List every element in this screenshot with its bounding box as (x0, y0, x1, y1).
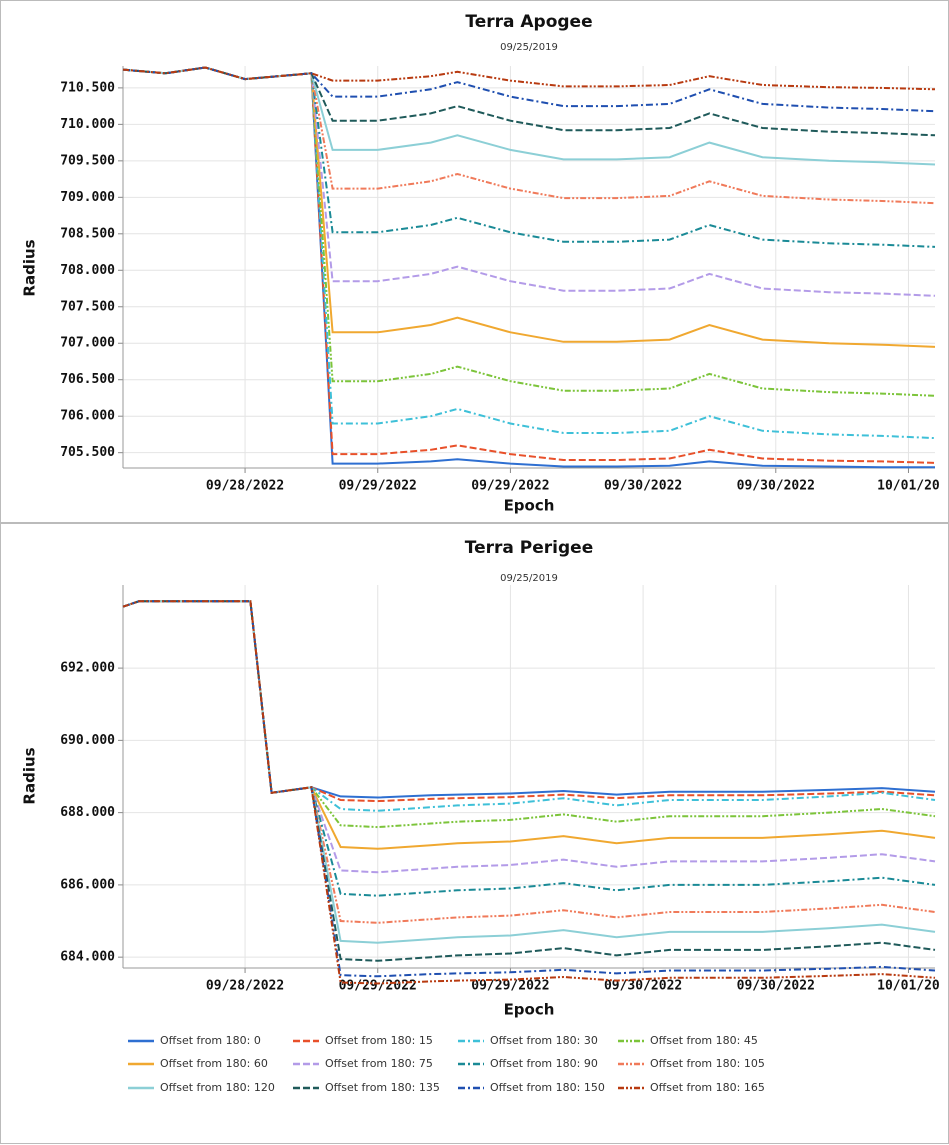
legend-label: Offset from 180: 120 (160, 1081, 275, 1094)
x-tick-label: 09/29/2022 (471, 479, 549, 494)
series-line (122, 66, 936, 248)
chart-subtitle: 09/25/2019 (500, 573, 558, 584)
legend-label: Offset from 180: 165 (650, 1081, 765, 1094)
x-tick-label: 09/29/2022 (339, 979, 417, 994)
chart-title: Terra Perigee (465, 538, 593, 558)
series-line (122, 66, 936, 464)
y-axis-label: Radius (21, 747, 39, 804)
y-tick-label: 705.500 (60, 445, 115, 460)
x-tick-label: 09/30/2022 (737, 979, 815, 994)
x-tick-label: 09/28/2022 (206, 479, 284, 494)
legend-label: Offset from 180: 30 (490, 1034, 598, 1047)
series-line (122, 600, 936, 985)
series-line (122, 600, 936, 812)
x-tick-label: 10/01/20 (877, 479, 940, 494)
series-line (122, 66, 936, 137)
legend-label: Offset from 180: 60 (160, 1057, 268, 1070)
x-tick-label: 09/30/2022 (604, 979, 682, 994)
y-tick-label: 690.000 (60, 733, 115, 748)
series-line (122, 600, 936, 897)
x-axis-label: Epoch (504, 1001, 555, 1019)
y-tick-label: 710.000 (60, 117, 115, 132)
legend-label: Offset from 180: 105 (650, 1057, 765, 1070)
y-tick-label: 692.000 (60, 661, 115, 676)
legend-label: Offset from 180: 0 (160, 1034, 261, 1047)
y-tick-label: 709.000 (60, 190, 115, 205)
y-tick-label: 688.000 (60, 805, 115, 820)
x-axis-label: Epoch (504, 497, 555, 515)
x-tick-label: 10/01/20 (877, 979, 940, 994)
y-tick-label: 709.500 (60, 153, 115, 168)
series-line (122, 600, 936, 874)
panel-frame (0, 0, 949, 523)
legend-label: Offset from 180: 90 (490, 1057, 598, 1070)
legend-label: Offset from 180: 45 (650, 1034, 758, 1047)
legend-label: Offset from 180: 75 (325, 1057, 433, 1070)
y-tick-label: 706.000 (60, 409, 115, 424)
x-tick-label: 09/30/2022 (604, 479, 682, 494)
x-tick-label: 09/28/2022 (206, 979, 284, 994)
y-tick-label: 710.500 (60, 80, 115, 95)
y-tick-label: 707.500 (60, 299, 115, 314)
series-line (122, 66, 936, 297)
y-tick-label: 684.000 (60, 950, 115, 965)
series-line (122, 600, 936, 803)
series-line (122, 66, 936, 113)
legend-label: Offset from 180: 135 (325, 1081, 440, 1094)
x-tick-label: 09/30/2022 (737, 479, 815, 494)
y-tick-label: 686.000 (60, 877, 115, 892)
y-tick-label: 707.000 (60, 336, 115, 351)
series-line (122, 66, 936, 440)
chart-title: Terra Apogee (465, 12, 592, 32)
y-axis-label: Radius (21, 239, 39, 296)
legend-label: Offset from 180: 150 (490, 1081, 605, 1094)
chart-subtitle: 09/25/2019 (500, 42, 558, 53)
y-tick-label: 706.500 (60, 372, 115, 387)
legend-label: Offset from 180: 15 (325, 1034, 433, 1047)
panel-frame (0, 523, 949, 1144)
series-line (122, 66, 936, 91)
x-tick-label: 09/29/2022 (471, 979, 549, 994)
y-tick-label: 708.000 (60, 263, 115, 278)
x-tick-label: 09/29/2022 (339, 479, 417, 494)
y-tick-label: 708.500 (60, 226, 115, 241)
series-line (122, 600, 936, 962)
